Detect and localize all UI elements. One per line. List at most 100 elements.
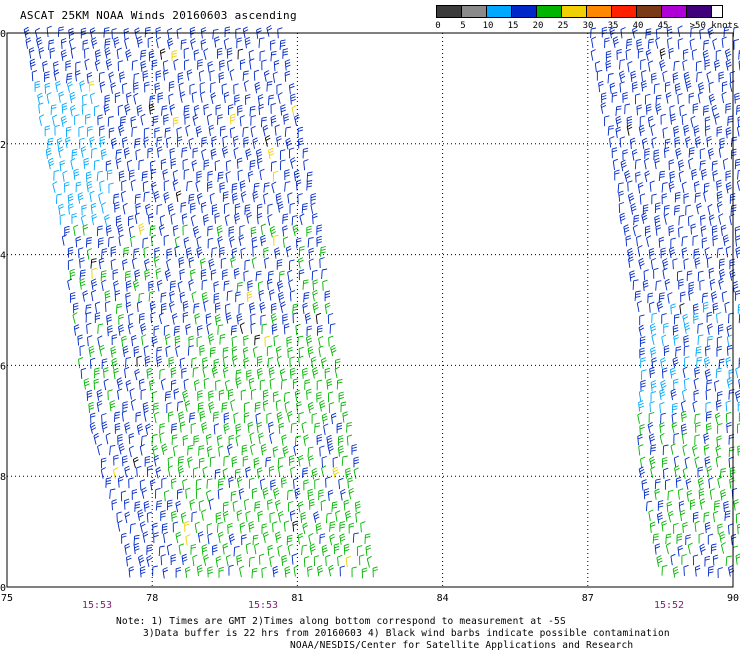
- wind-barb: [165, 391, 171, 401]
- wind-barb: [252, 257, 256, 268]
- wind-barb: [189, 280, 194, 291]
- wind-barb: [668, 490, 673, 500]
- wind-barb: [183, 435, 188, 446]
- wind-barb: [228, 523, 233, 534]
- wind-barb: [735, 226, 740, 237]
- wind-barb: [314, 512, 320, 523]
- wind-barb: [130, 524, 136, 534]
- wind-barb: [192, 358, 197, 368]
- wind-barb: [178, 281, 182, 292]
- wind-barb: [157, 137, 163, 147]
- wind-barb: [117, 48, 122, 59]
- wind-barb: [100, 137, 105, 148]
- wind-barb: [652, 73, 657, 84]
- wind-barb: [288, 411, 293, 422]
- wind-barb: [621, 160, 627, 171]
- wind-barb: [730, 259, 735, 269]
- wind-barb: [294, 170, 299, 181]
- wind-barb: [68, 247, 73, 257]
- wind-barb: [303, 523, 308, 534]
- wind-barb: [180, 269, 185, 280]
- wind-barb: [138, 555, 144, 566]
- wind-barb: [35, 81, 40, 91]
- wind-barb: [716, 368, 722, 378]
- wind-barb: [151, 182, 156, 193]
- wind-barb: [325, 303, 330, 314]
- wind-barb: [696, 61, 701, 71]
- wind-barb: [179, 257, 184, 268]
- wind-barb: [207, 181, 212, 192]
- wind-barb: [104, 368, 109, 379]
- wind-barb: [182, 554, 187, 565]
- wind-barb: [171, 380, 176, 390]
- wind-barb: [136, 412, 141, 422]
- wind-barb: [659, 171, 665, 181]
- wind-barb: [249, 478, 254, 488]
- wind-barb: [633, 82, 638, 93]
- wind-barb: [174, 59, 179, 70]
- wind-barb: [280, 40, 286, 50]
- wind-barb: [215, 469, 220, 479]
- wind-barb: [278, 292, 284, 303]
- wind-barb: [48, 138, 54, 148]
- wind-barb: [35, 28, 39, 39]
- wind-barb: [716, 445, 721, 456]
- wind-barb: [172, 314, 177, 325]
- wind-barb: [606, 51, 611, 61]
- wind-barb: [347, 423, 352, 433]
- wind-barb: [652, 137, 657, 148]
- wind-barb: [67, 82, 72, 93]
- wind-barb: [708, 148, 714, 159]
- wind-barb: [263, 532, 268, 543]
- wind-barb: [216, 512, 221, 523]
- wind-barb: [690, 39, 695, 50]
- wind-barb: [656, 225, 661, 236]
- wind-barb: [231, 491, 236, 501]
- wind-barb: [101, 149, 106, 160]
- wind-barb: [659, 237, 664, 248]
- wind-barb: [737, 105, 740, 115]
- swath-time-label-3: 15:52: [654, 600, 684, 611]
- y-tick-label: -4: [0, 251, 6, 262]
- wind-barb: [235, 95, 240, 105]
- wind-barb: [619, 71, 625, 82]
- wind-barb: [319, 490, 324, 500]
- wind-barb: [288, 490, 293, 500]
- wind-barb: [94, 106, 99, 117]
- wind-barb: [65, 182, 70, 193]
- wind-barb: [678, 39, 683, 50]
- wind-barb: [631, 71, 636, 82]
- wind-barb: [124, 28, 129, 39]
- wind-barb: [209, 259, 215, 270]
- wind-barb: [729, 447, 734, 457]
- wind-barb: [620, 82, 625, 93]
- wind-barb: [199, 500, 204, 511]
- wind-barb: [225, 27, 230, 37]
- wind-barb: [655, 203, 660, 213]
- wind-barb: [184, 237, 189, 248]
- wind-barb: [650, 302, 655, 313]
- wind-barb: [298, 127, 303, 137]
- wind-barb: [616, 106, 622, 116]
- wind-barb: [260, 302, 266, 313]
- wind-barb: [135, 194, 141, 204]
- wind-barb: [212, 367, 218, 378]
- wind-barb: [124, 148, 129, 159]
- wind-barb: [645, 171, 650, 182]
- wind-barb: [717, 337, 722, 347]
- wind-barb: [119, 325, 124, 336]
- wind-barb: [145, 259, 150, 270]
- wind-barb: [355, 501, 360, 512]
- wind-barb: [330, 324, 335, 334]
- wind-barb: [254, 458, 259, 469]
- wind-barb: [108, 117, 113, 127]
- wind-barb: [240, 116, 245, 127]
- wind-barb: [635, 94, 640, 104]
- wind-barb: [251, 389, 256, 400]
- wind-barb: [164, 491, 169, 502]
- wind-barb: [663, 71, 668, 82]
- wind-barb: [162, 444, 168, 455]
- wind-barb: [191, 215, 195, 226]
- wind-barb: [346, 556, 351, 567]
- wind-barb: [687, 490, 692, 501]
